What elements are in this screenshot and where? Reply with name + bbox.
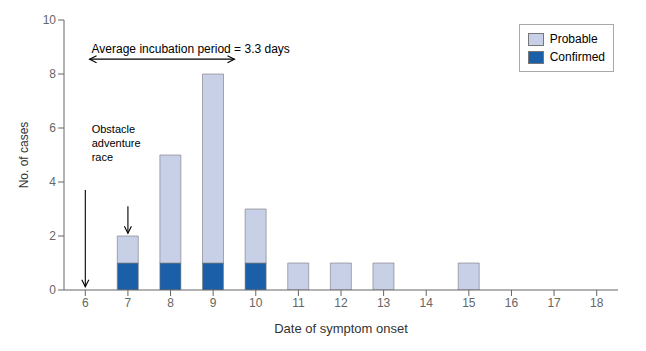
svg-text:17: 17 [547, 296, 561, 310]
svg-text:Date of symptom onset: Date of symptom onset [274, 321, 408, 336]
svg-text:10: 10 [43, 13, 57, 27]
svg-text:6: 6 [82, 296, 89, 310]
svg-text:9: 9 [210, 296, 217, 310]
svg-text:15: 15 [462, 296, 476, 310]
svg-text:2: 2 [49, 229, 56, 243]
svg-text:7: 7 [125, 296, 132, 310]
svg-text:14: 14 [420, 296, 434, 310]
svg-text:6: 6 [49, 121, 56, 135]
html-text:Probable: Probable [549, 32, 598, 46]
svg-text:8: 8 [49, 67, 56, 81]
svg-text:Average incubation period = 3.: Average incubation period = 3.3 days [92, 42, 290, 56]
svg-text:Obstacleadventurerace: Obstacleadventurerace [92, 123, 141, 164]
svg-text:13: 13 [377, 296, 391, 310]
html-text:Confirmed: Confirmed [549, 50, 605, 64]
svg-text:4: 4 [49, 175, 56, 189]
svg-text:10: 10 [249, 296, 263, 310]
svg-text:11: 11 [292, 296, 305, 310]
svg-text:12: 12 [334, 296, 348, 310]
svg-text:18: 18 [590, 296, 604, 310]
svg-text:16: 16 [505, 296, 519, 310]
svg-text:No. of cases: No. of cases [17, 122, 31, 189]
svg-text:0: 0 [49, 283, 56, 297]
svg-text:8: 8 [167, 296, 174, 310]
